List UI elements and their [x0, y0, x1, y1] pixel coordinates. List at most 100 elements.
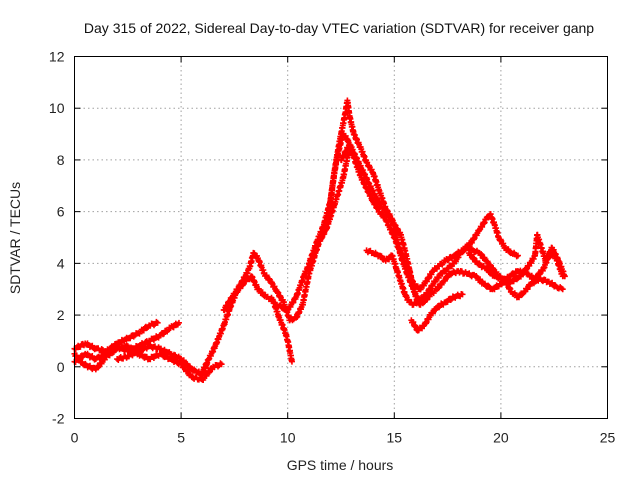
marker-trail — [357, 172, 370, 191]
data-point — [559, 286, 566, 293]
marker-trail — [221, 294, 235, 314]
marker-trail — [168, 320, 181, 331]
marker-trail — [366, 180, 378, 198]
marker-trail — [262, 272, 273, 283]
x-tick-label: 5 — [177, 430, 185, 446]
marker-trail — [466, 251, 480, 265]
marker-trail — [158, 345, 173, 357]
marker-trail — [315, 223, 327, 243]
marker-trail — [344, 99, 353, 119]
data-point — [288, 358, 295, 365]
data-point — [514, 252, 521, 259]
marker-trail — [439, 266, 450, 277]
y-tick-label: -2 — [52, 411, 65, 427]
plot-points — [71, 97, 568, 383]
grid — [74, 56, 608, 419]
data-point — [154, 319, 161, 326]
marker-trail — [321, 199, 333, 226]
marker-trail — [534, 231, 544, 251]
marker-trail — [340, 155, 351, 180]
data-point — [429, 268, 436, 275]
marker-trail — [357, 144, 370, 164]
axis-ticks — [74, 56, 608, 419]
marker-trail — [126, 348, 141, 360]
marker-trail — [147, 318, 160, 329]
marker-trail — [276, 316, 289, 337]
x-tick-labels: 0 5 10 15 20 25 — [71, 430, 616, 446]
marker-trail — [516, 290, 527, 301]
marker-trail — [556, 259, 568, 280]
marker-trail — [351, 131, 363, 151]
marker-trail — [549, 246, 561, 263]
data-point — [561, 273, 568, 280]
x-tick-label: 20 — [493, 430, 509, 446]
marker-trail — [293, 272, 308, 299]
marker-trail — [370, 171, 382, 193]
y-tick-label: 6 — [57, 204, 65, 220]
y-tick-label: 0 — [57, 359, 65, 375]
marker-trail — [434, 279, 446, 292]
marker-trail — [255, 257, 267, 276]
marker-trail — [383, 217, 397, 241]
x-tick-label: 25 — [600, 430, 616, 446]
marker-trail — [364, 185, 376, 204]
marker-trail — [347, 142, 359, 161]
y-tick-label: 2 — [57, 307, 65, 323]
marker-trail — [270, 298, 282, 320]
marker-trail — [72, 352, 86, 366]
marker-trail — [179, 357, 194, 372]
plot-frame — [74, 56, 608, 419]
marker-trail — [178, 361, 194, 379]
marker-trail — [465, 270, 478, 280]
marker-trail — [424, 278, 438, 297]
marker-trail — [168, 351, 183, 362]
marker-trail — [428, 306, 440, 317]
marker-trail — [406, 267, 417, 292]
marker-trail — [249, 273, 261, 293]
chart-title: Day 315 of 2022, Sidereal Day-to-day VTE… — [84, 20, 594, 36]
x-axis-label: GPS time / hours — [287, 457, 394, 473]
marker-trail — [299, 270, 312, 308]
y-tick-label: 12 — [49, 49, 65, 65]
marker-trail — [221, 306, 233, 328]
marker-trail — [200, 365, 216, 383]
marker-trail — [136, 323, 152, 337]
y-tick-labels: -2 0 2 4 6 8 10 12 — [49, 49, 65, 427]
marker-trail — [200, 356, 212, 376]
marker-trail — [528, 276, 542, 287]
y-tick-label: 4 — [57, 255, 65, 271]
series-track-5 — [199, 273, 295, 376]
data-point — [218, 361, 225, 368]
marker-trail — [554, 284, 565, 292]
marker-trail — [230, 282, 244, 300]
series-track-11 — [408, 291, 466, 334]
marker-trail — [407, 299, 416, 308]
marker-trail — [332, 188, 342, 207]
marker-trail — [285, 338, 295, 364]
marker-trail — [517, 262, 531, 280]
marker-trail — [211, 360, 224, 371]
marker-trail — [359, 167, 372, 186]
y-axis-label: SDTVAR / TECUs — [7, 182, 23, 294]
marker-trail — [147, 351, 162, 363]
marker-trail — [306, 238, 321, 267]
x-tick-label: 0 — [71, 430, 79, 446]
marker-trail — [285, 295, 299, 313]
series-track-7 — [274, 97, 428, 314]
marker-trail — [147, 333, 162, 345]
marker-trail — [238, 265, 252, 286]
marker-trail — [391, 235, 404, 255]
x-tick-label: 15 — [387, 430, 403, 446]
marker-trail — [376, 190, 389, 211]
marker-trail — [81, 360, 98, 373]
data-point — [175, 319, 182, 326]
marker-trail — [293, 301, 306, 320]
y-tick-label: 10 — [49, 100, 65, 116]
marker-trail — [206, 344, 218, 362]
data-point — [459, 291, 466, 298]
marker-trail — [468, 227, 482, 246]
marker-trail — [346, 114, 357, 135]
y-tick-label: 8 — [57, 152, 65, 168]
marker-trail — [353, 154, 365, 174]
